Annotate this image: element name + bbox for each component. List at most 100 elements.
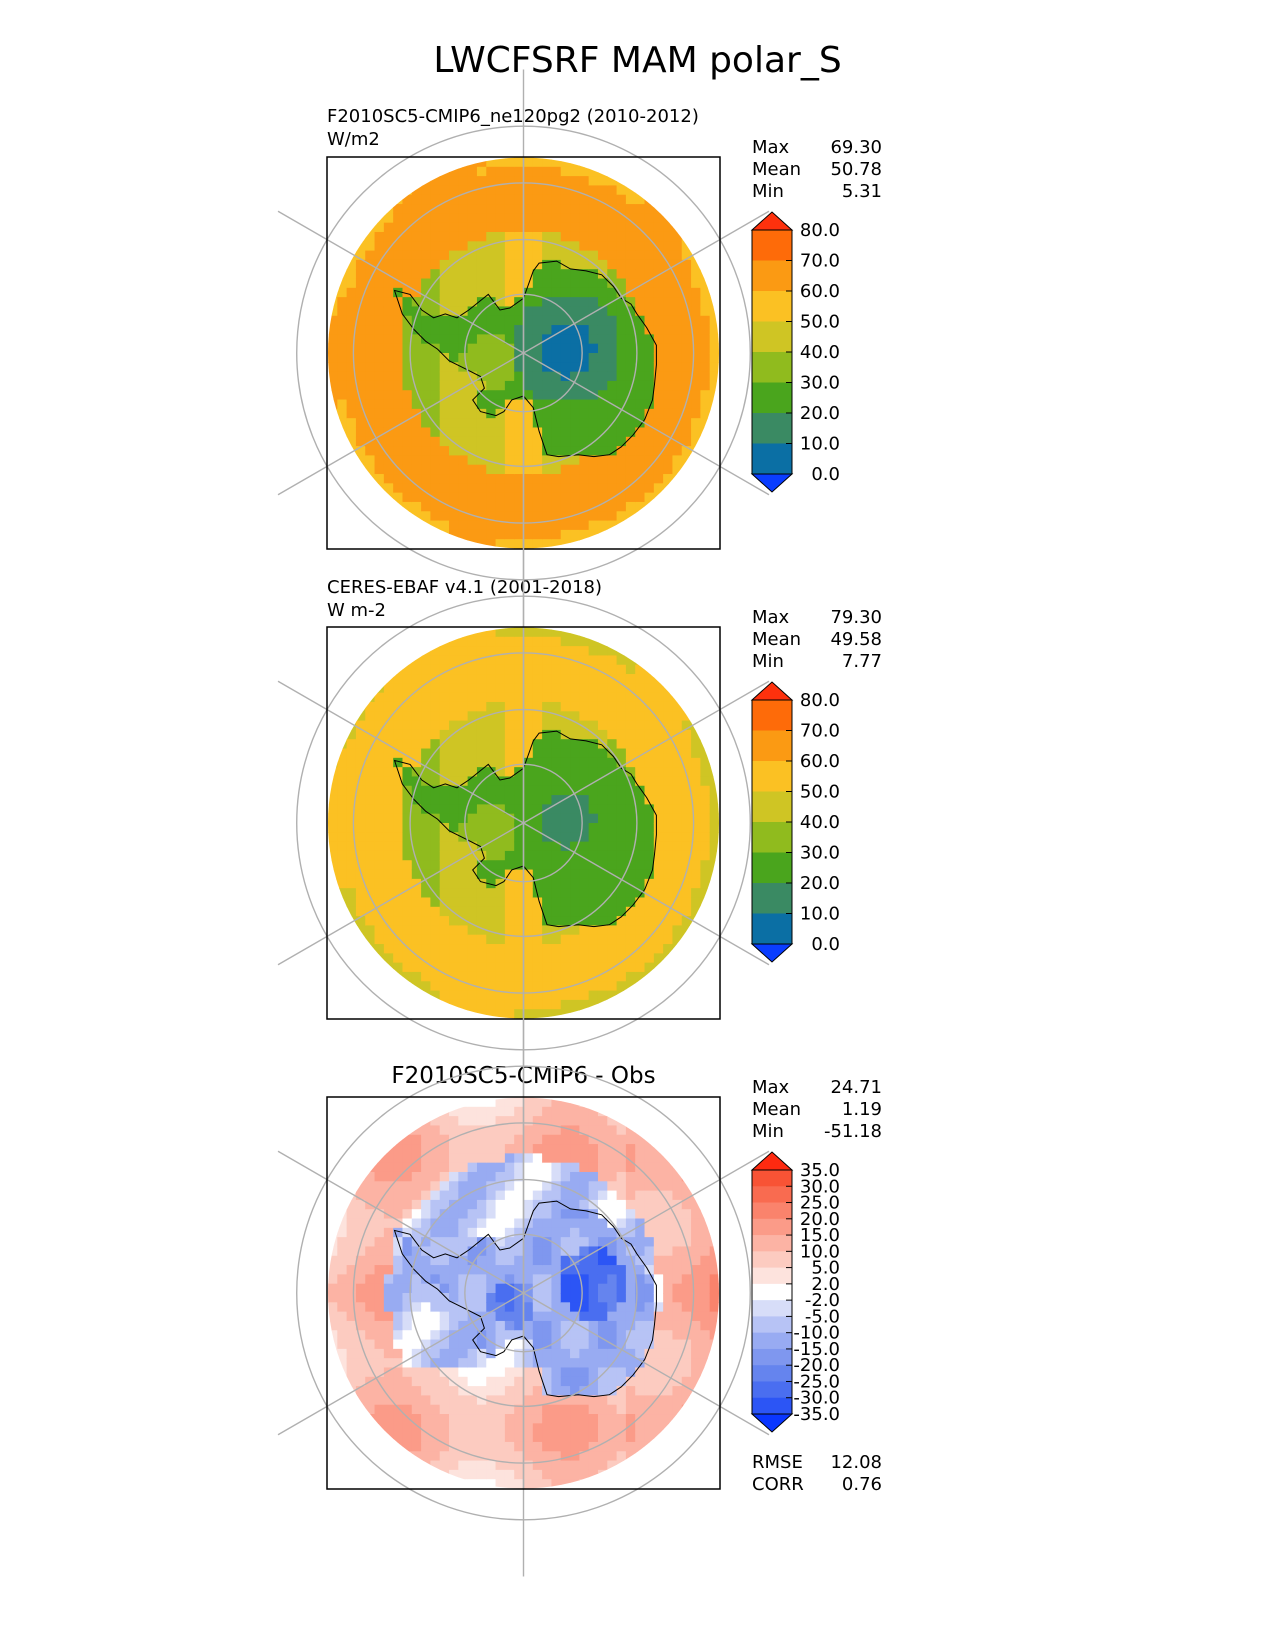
heatmap-cell [672, 222, 683, 233]
heatmap-cell [570, 1162, 580, 1173]
heatmap-cell [597, 278, 608, 289]
heatmap-cell [467, 278, 478, 289]
heatmap-cell [616, 231, 627, 242]
heatmap-cell [495, 1441, 506, 1452]
heatmap-cell [467, 944, 478, 954]
heatmap-cell [328, 390, 338, 401]
heatmap-cell [495, 501, 506, 512]
heatmap-cell [681, 250, 692, 261]
heatmap-cell [504, 1190, 515, 1201]
heatmap-cell [653, 334, 664, 345]
heatmap-cell [542, 888, 553, 899]
heatmap-cell [570, 850, 580, 861]
heatmap-cell [597, 888, 608, 899]
heatmap-cell [346, 427, 357, 438]
heatmap-cell [421, 269, 432, 280]
heatmap-cell [709, 1339, 719, 1350]
heatmap-cell [411, 944, 422, 954]
heatmap-cell [635, 971, 646, 982]
heatmap-cell [495, 1469, 506, 1480]
heatmap-cell [393, 729, 404, 740]
heatmap-cell [560, 362, 571, 373]
heatmap-cell [383, 1227, 394, 1238]
heatmap-cell [365, 390, 376, 401]
heatmap-cell [588, 1255, 599, 1266]
heatmap-cell [393, 1432, 404, 1443]
heatmap-cell [542, 1181, 553, 1192]
heatmap-cell [653, 757, 664, 768]
heatmap-cell [607, 1302, 618, 1313]
heatmap-cell [532, 701, 543, 712]
heatmap-cell [355, 446, 366, 457]
heatmap-cell [402, 1376, 413, 1387]
heatmap-cell [570, 166, 580, 177]
heatmap-cell [495, 999, 506, 1010]
heatmap-cell [467, 869, 478, 880]
heatmap-cell [588, 1358, 599, 1369]
heatmap-cell [588, 1218, 599, 1229]
heatmap-cell [653, 878, 664, 889]
colorbar-tick-label: 5.0 [811, 1258, 840, 1279]
heatmap-cell [709, 841, 719, 852]
heatmap-cell [430, 739, 441, 750]
heatmap-cell [532, 483, 543, 494]
heatmap-cell [607, 287, 618, 298]
heatmap-cell [616, 813, 627, 824]
heatmap-cell [504, 474, 515, 484]
heatmap-cell [486, 1097, 497, 1108]
heatmap-cell [607, 906, 618, 917]
heatmap-cell [588, 1181, 599, 1192]
heatmap-cell [588, 185, 599, 196]
heatmap-cell [402, 418, 413, 429]
heatmap-cell [588, 1106, 599, 1117]
heatmap-cell [597, 841, 608, 852]
heatmap-cell [476, 1469, 487, 1480]
heatmap-cell [374, 325, 385, 335]
heatmap-cell [514, 1469, 525, 1480]
heatmap-cell [411, 1218, 422, 1229]
heatmap-cell [504, 1246, 515, 1257]
heatmap-cell [411, 720, 422, 731]
heatmap-cell [532, 1237, 543, 1248]
heatmap-cell [449, 362, 459, 373]
heatmap-cell [495, 906, 506, 917]
heatmap-cell [570, 362, 580, 373]
heatmap-cell [495, 860, 506, 871]
heatmap-cell [551, 464, 562, 475]
heatmap-cell [588, 222, 599, 233]
heatmap-cell [402, 1162, 413, 1173]
meridian-line [523, 680, 770, 824]
heatmap-cell [411, 185, 422, 196]
heatmap-cell [393, 692, 404, 703]
heatmap-cell [663, 222, 674, 233]
heatmap-cell [514, 278, 525, 289]
heatmap-cell [579, 636, 590, 647]
heatmap-cell [653, 729, 664, 740]
heatmap-cell [514, 1246, 525, 1257]
heatmap-cell [402, 869, 413, 880]
heatmap-cell [570, 897, 580, 908]
heatmap-cell [625, 1376, 636, 1387]
heatmap-cell [495, 213, 506, 224]
heatmap-cell [486, 241, 497, 252]
heatmap-cell [616, 832, 627, 843]
heatmap-cell [700, 390, 711, 401]
heatmap-cell [402, 1125, 413, 1136]
heatmap-cell [570, 711, 580, 722]
heatmap-cell [374, 767, 385, 778]
colorbar-segment [752, 1397, 792, 1415]
heatmap-cell [495, 1339, 506, 1350]
heatmap-cell [570, 627, 580, 638]
heatmap-cell [421, 297, 432, 308]
heatmap-cell [616, 664, 627, 675]
heatmap-cell [532, 287, 543, 298]
heatmap-cell [542, 785, 553, 796]
heatmap-cell [570, 520, 580, 531]
heatmap-cell [607, 1441, 618, 1452]
heatmap-cell [532, 343, 543, 354]
heatmap-cell [570, 1423, 580, 1434]
heatmap-cell [365, 804, 376, 815]
heatmap-cell [681, 371, 692, 382]
heatmap-cell [504, 259, 515, 270]
heatmap-cell [570, 1181, 580, 1192]
